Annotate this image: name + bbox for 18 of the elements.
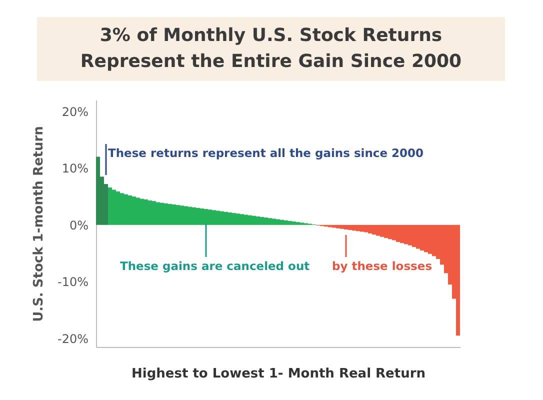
bar: [456, 224, 460, 336]
bar: [96, 156, 100, 225]
x-axis-title: Highest to Lowest 1- Month Real Return: [131, 366, 426, 382]
y-tick-label: 0%: [69, 218, 88, 232]
chart-title: 3% of Monthly U.S. Stock Returns Represent the Entire Gain Since 2000: [37, 17, 505, 81]
annotation: These gains are canceled out: [120, 259, 310, 273]
bar: [292, 222, 296, 225]
y-tick-label: -20%: [57, 332, 88, 346]
y-tick-label: 10%: [62, 162, 88, 176]
bar: [108, 187, 112, 225]
y-tick-label: 20%: [62, 104, 88, 119]
bar: [336, 224, 340, 228]
bar: [332, 224, 336, 228]
annotation: These returns represent all the gains since 2000: [108, 146, 424, 160]
y-tick-label: -10%: [57, 275, 88, 290]
annotation: by these losses: [332, 259, 432, 273]
bar: [296, 222, 300, 225]
y-axis-title: U.S. Stock 1-month Return: [32, 126, 46, 322]
